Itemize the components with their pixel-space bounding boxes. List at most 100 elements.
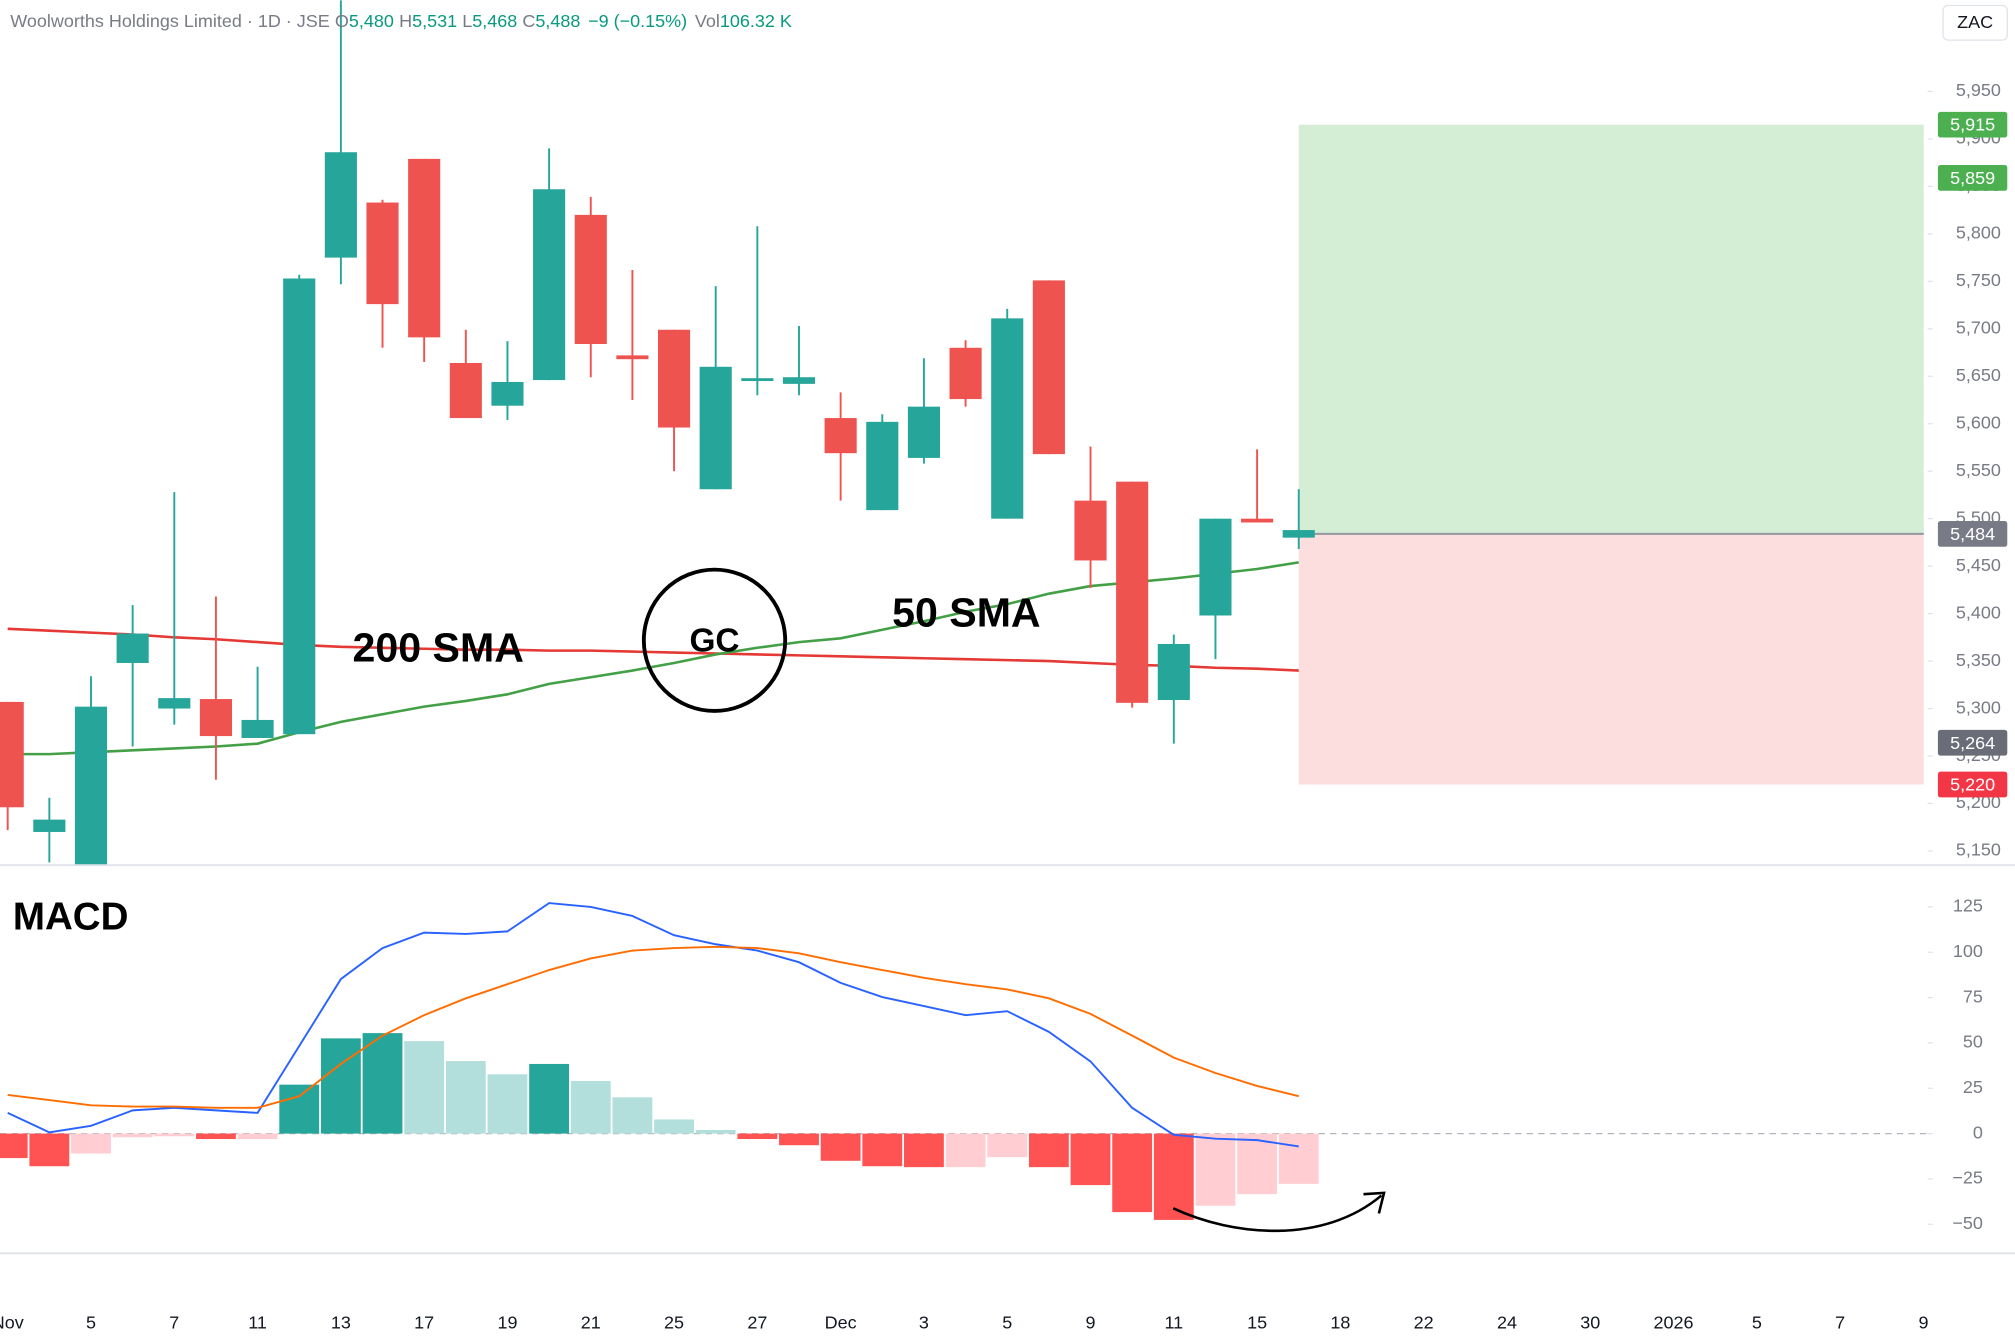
candle-body (907, 406, 940, 458)
histogram-bar (112, 1133, 153, 1138)
stop-zone (1298, 533, 1924, 785)
price-tag-label: 5,264 (1950, 733, 1995, 753)
y-tick-label: 100 (1953, 941, 1983, 961)
x-tick-label: 30 (1580, 1313, 1600, 1333)
x-tick-label: 27 (747, 1313, 767, 1333)
histogram-bar (1153, 1133, 1194, 1220)
price-pane: 200 SMA 50 SMA GC (0, 0, 1924, 866)
price-tag-label: 5,859 (1950, 168, 1995, 188)
candle-body (533, 189, 566, 381)
y-tick-label: 5,800 (1956, 223, 2001, 243)
header-value: 5,488 (535, 11, 580, 31)
gc-label: GC (689, 623, 739, 660)
histogram-bar (529, 1063, 570, 1134)
gc-circle (641, 567, 788, 713)
price-tag (1937, 521, 2008, 547)
candle-body (1032, 280, 1065, 455)
candle-body (241, 719, 274, 738)
y-tick-label: 5,300 (1956, 697, 2001, 717)
y-tick-label: 125 (1953, 896, 1983, 916)
x-tick-label: 9 (1086, 1313, 1096, 1333)
header-key: L (462, 11, 472, 31)
candle-body (1241, 518, 1274, 523)
price-tag (1937, 729, 2008, 756)
candle-body (949, 347, 982, 400)
histogram-bar (196, 1133, 236, 1140)
x-tick-label: Nov (0, 1313, 24, 1333)
candle-body (0, 701, 24, 808)
price-tag-label: 5,915 (1950, 115, 1995, 135)
currency-button[interactable]: ZAC (1942, 4, 2008, 41)
candle-body (782, 377, 816, 384)
header-key: O (335, 11, 349, 31)
header-change: −9 (−0.15%) (588, 11, 687, 31)
header-value: 106.32 K (720, 11, 792, 31)
sma-label: 200 SMA (353, 624, 524, 670)
histogram-bar (945, 1133, 986, 1168)
candle-body (366, 202, 399, 305)
x-tick-label: 9 (1918, 1313, 1928, 1333)
y-tick-label: 5,450 (1956, 555, 2001, 575)
currency-button-box[interactable] (1942, 4, 2008, 41)
macd-line (7, 902, 1299, 1148)
y-tick-label: 5,600 (1956, 412, 2001, 432)
arrow-head (1363, 1191, 1386, 1214)
histogram-bar (362, 1033, 403, 1134)
candle-body (616, 355, 649, 360)
candle-body (33, 819, 66, 832)
candle-body (991, 318, 1024, 519)
sma-line (7, 561, 1299, 756)
candle-body (1199, 518, 1232, 616)
x-tick-label: 18 (1330, 1313, 1350, 1333)
y-tick-label: 50 (1963, 1032, 1983, 1052)
target-zone (1298, 124, 1924, 534)
histogram-bar (154, 1133, 195, 1137)
y-tick-label: 5,650 (1956, 365, 2001, 385)
histogram-bar (1278, 1133, 1319, 1184)
candle-body (158, 698, 191, 709)
x-tick-label: 2026 (1654, 1313, 1694, 1333)
y-tick-label: 5,950 (1956, 80, 2001, 100)
header-value: 5,480 (349, 11, 394, 31)
x-tick-label: 5 (86, 1313, 96, 1333)
y-tick-label: −25 (1952, 1168, 1983, 1188)
y-tick-label: 5,400 (1956, 602, 2001, 622)
histogram-bar (904, 1133, 944, 1168)
x-tick-label: 17 (414, 1313, 434, 1333)
header-value: 5,531 (412, 11, 457, 31)
x-tick-label: 15 (1247, 1313, 1267, 1333)
macd-line (7, 945, 1299, 1109)
histogram-bar (237, 1133, 278, 1140)
candle-body (1074, 500, 1107, 561)
histogram-bar (779, 1133, 819, 1146)
candle-body (199, 699, 233, 737)
histogram-bar (820, 1133, 861, 1161)
histogram-bar (612, 1097, 653, 1134)
candle-body (1157, 643, 1190, 701)
x-tick-label: 5 (1002, 1313, 1012, 1333)
candle-body (116, 633, 149, 663)
price-tag (1937, 165, 2008, 191)
y-tick-label: 5,750 (1956, 270, 2001, 290)
price-tag (1937, 111, 2008, 138)
header: Woolworths Holdings Limited · 1D · JSE O5… (10, 11, 792, 31)
x-tick-label: 22 (1414, 1313, 1434, 1333)
histogram-bar (1195, 1133, 1236, 1206)
price-tag-label: 5,220 (1950, 775, 1995, 795)
histogram-bar (71, 1133, 111, 1154)
histogram-bar (737, 1133, 778, 1140)
histogram-bar (862, 1133, 903, 1167)
histogram-bar (695, 1129, 736, 1134)
histogram-bar (654, 1119, 694, 1134)
currency-label[interactable]: ZAC (1957, 12, 1993, 32)
histogram-bar (487, 1074, 528, 1134)
histogram-bar (29, 1133, 70, 1167)
histogram-bar (445, 1061, 486, 1134)
x-tick-label: 7 (169, 1313, 179, 1333)
histogram-bar (1112, 1133, 1153, 1213)
price-tag-label: 5,484 (1950, 524, 1995, 544)
x-tick-label: 24 (1497, 1313, 1517, 1333)
sma-label: 50 SMA (892, 590, 1040, 636)
histogram-bar (1070, 1133, 1111, 1186)
